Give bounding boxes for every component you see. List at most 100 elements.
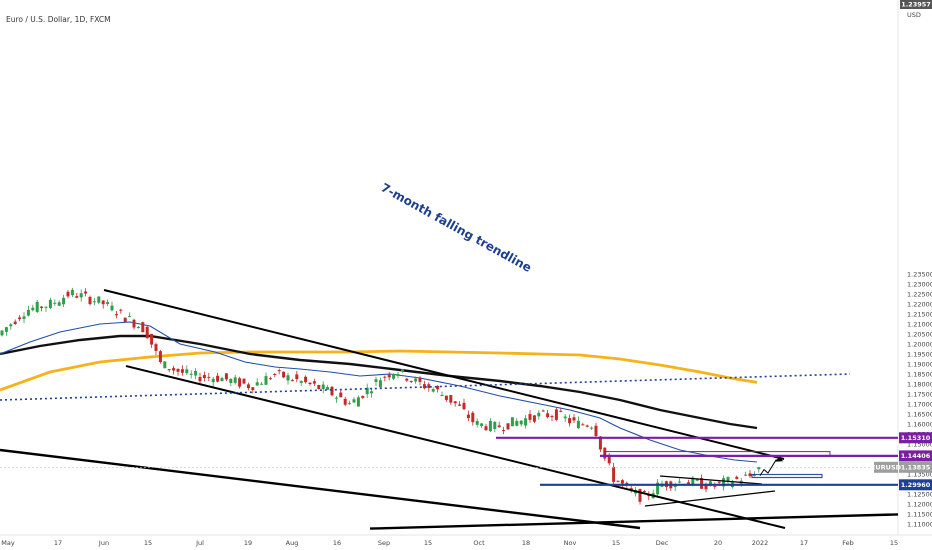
candle-body (352, 399, 356, 403)
x-tick-label: 15 (144, 539, 152, 547)
candle-body (163, 361, 167, 369)
y-tick-label: 1.20000 (907, 340, 932, 348)
candle-body (242, 378, 246, 384)
candle-body (18, 317, 22, 320)
candle-body (35, 301, 39, 312)
candle-body (128, 316, 132, 318)
arrow-head-icon (775, 456, 783, 462)
symbol-tag-bg (874, 461, 898, 473)
candle-body (493, 421, 497, 430)
candle-body (334, 397, 338, 399)
x-tick-label: 19 (244, 539, 252, 547)
y-tick-label: 1.23000 (907, 280, 932, 288)
x-tick-label: Sep (378, 539, 390, 547)
candle-body (97, 296, 101, 303)
candle-body (150, 333, 154, 345)
y-tick-label: 1.11500 (907, 510, 932, 518)
x-tick-label: May (1, 539, 15, 547)
candle-body (686, 482, 690, 485)
candle-body (638, 489, 642, 502)
candle-body (238, 378, 242, 387)
candle-body (40, 306, 44, 309)
candle-body (422, 384, 426, 389)
candle-body (264, 376, 268, 385)
candle-body (255, 382, 259, 386)
candle-body (154, 344, 158, 351)
candle-body (598, 436, 602, 450)
candle-body (233, 377, 237, 383)
candle-body (541, 410, 545, 412)
candle-body (502, 430, 506, 432)
candle-body (220, 378, 224, 382)
candle-body (757, 467, 761, 470)
candle-body (590, 427, 594, 429)
candle-body (387, 374, 391, 378)
candle-body (167, 369, 171, 371)
chart-title: Euro / U.S. Dollar, 1D, FXCM (6, 15, 111, 24)
candle-body (475, 420, 479, 425)
candle-body (717, 481, 721, 483)
candle-body (361, 395, 365, 398)
candle-body (22, 316, 26, 319)
candle-body (202, 374, 206, 379)
candle-body (198, 376, 202, 382)
candle-body (396, 374, 400, 376)
price-tag-last-bg (899, 461, 932, 473)
candle-body (44, 306, 48, 308)
candle-body (594, 425, 598, 437)
x-tick-label: 17 (54, 539, 62, 547)
candle-body (585, 425, 589, 427)
candle-body (431, 389, 435, 392)
candle-body (550, 416, 554, 418)
candle-body (290, 380, 294, 382)
candle-body (141, 322, 145, 333)
candle-body (752, 474, 756, 476)
x-tick-label: 15 (890, 539, 898, 547)
y-tick-label: 1.15000 (907, 440, 932, 448)
candle-body (145, 326, 149, 339)
y-tick-label: 1.23500 (907, 270, 932, 278)
ema-100-line (0, 334, 758, 430)
candle-body (453, 401, 457, 404)
candle-body (405, 378, 409, 381)
price-tag-support-bg (899, 479, 932, 491)
long-term-trendline-lower (0, 448, 641, 530)
candle-body (612, 466, 616, 482)
y-tick-label: 1.16000 (907, 420, 932, 428)
candle-body (497, 425, 501, 428)
candle-body (224, 373, 228, 380)
candle-body (286, 375, 290, 381)
candle-body (136, 326, 140, 328)
candle-body (123, 317, 127, 323)
candle-body (744, 474, 748, 476)
candle-body (440, 394, 444, 396)
candle-body (114, 314, 118, 316)
candle-body (537, 412, 541, 417)
candle-body (506, 423, 510, 430)
candle-body (62, 297, 66, 305)
candle-body (607, 454, 611, 464)
candle-body (620, 480, 624, 484)
candle-body (704, 485, 708, 490)
candle-body (400, 369, 404, 372)
candle-body (0, 330, 4, 336)
candle-body (722, 478, 726, 487)
candle-body (409, 380, 413, 382)
candle-body (515, 420, 519, 426)
candle-body (735, 476, 739, 479)
candle-body (31, 307, 35, 311)
y-axis-currency: USD (907, 11, 921, 19)
candle-body (180, 369, 184, 373)
candle-body (713, 485, 717, 487)
candle-body (365, 387, 369, 395)
candle-body (13, 321, 17, 325)
candle-body (374, 379, 378, 382)
y-tick-label: 1.12500 (907, 490, 932, 498)
candle-body (629, 488, 633, 490)
x-tick-label: Jun (98, 539, 109, 547)
triangle-lower-line (644, 490, 776, 507)
candle-body (260, 383, 264, 385)
resistance-zone (603, 451, 831, 457)
